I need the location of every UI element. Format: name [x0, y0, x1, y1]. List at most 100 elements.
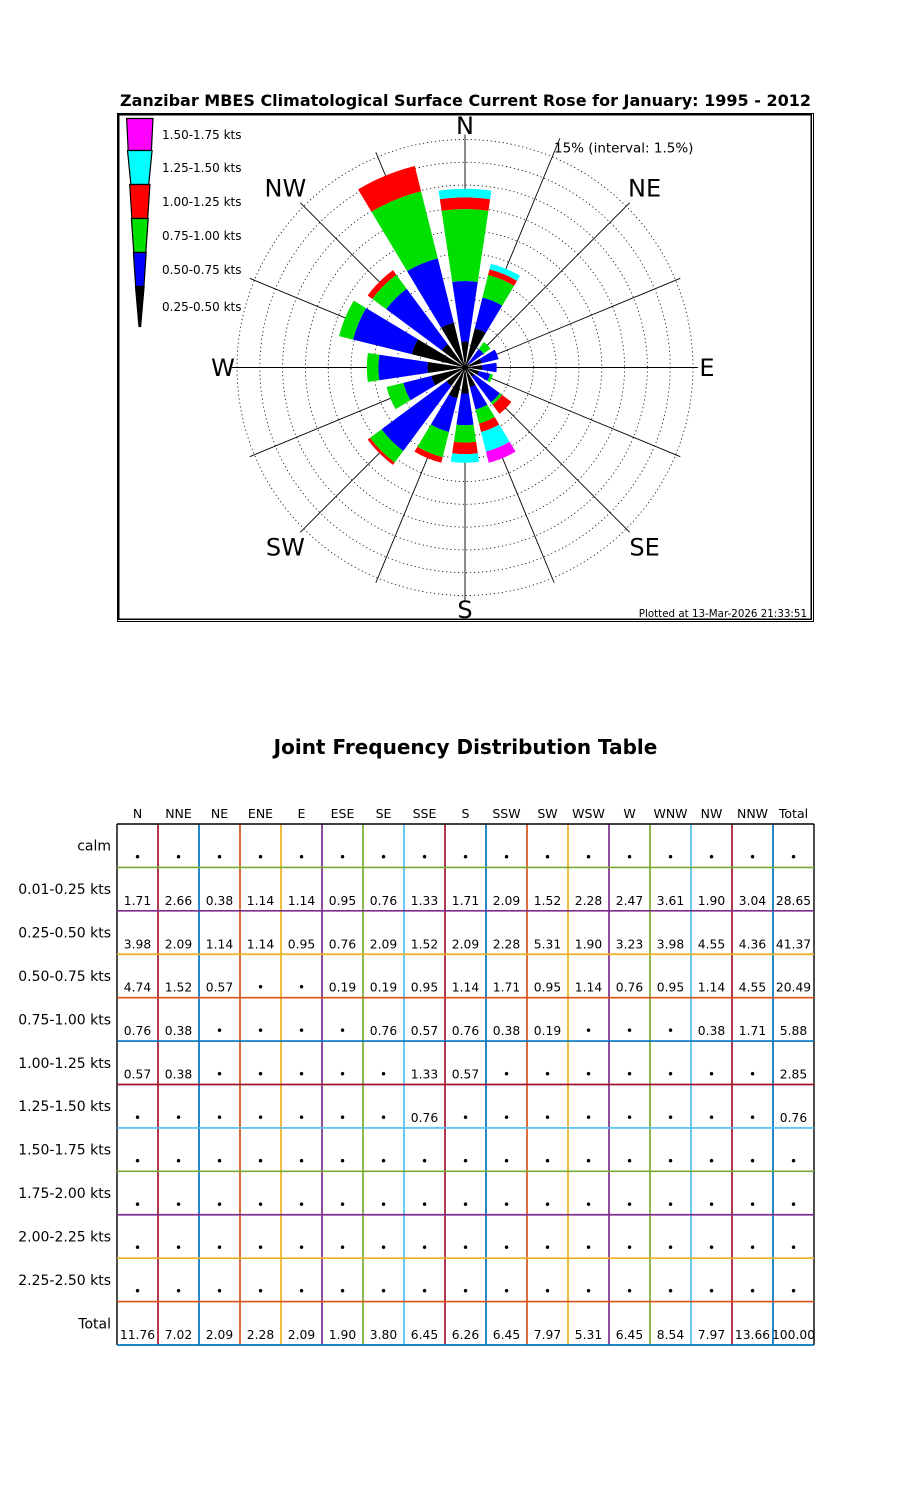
table-cell-empty: •	[134, 1154, 141, 1168]
table-col-header-E: E	[298, 806, 306, 821]
table-cell: 4.55	[698, 937, 725, 951]
table-cell: 6.26	[452, 1328, 480, 1342]
table-col-header-SE: SE	[376, 806, 392, 821]
rose-panel: N NE E SE S SW W NW 1.50-1.75 kts 1.25-1.50 kts 1.…	[117, 113, 814, 622]
table-cell-empty: •	[544, 1285, 551, 1299]
table-cell: 0.76	[329, 937, 357, 951]
table-cell: 1.14	[452, 981, 480, 995]
table-cell-empty: •	[585, 1198, 592, 1212]
table-cell-empty: •	[257, 1198, 264, 1212]
rose-petal-N-0.01-0.25 kts	[461, 341, 469, 368]
table-cell: 7.97	[698, 1328, 725, 1342]
table-cell-empty: •	[257, 850, 264, 864]
table-row-label: 1.75-2.00 kts	[18, 1186, 111, 1202]
rose-petal-NE-0.25-0.50 kts	[468, 348, 484, 365]
table-cell: 0.38	[165, 1024, 192, 1038]
rose-petal-N-0.50-0.75 kts	[441, 208, 489, 282]
jfd-table-figure: N NNE NE ENE E ESE SE SSE S SSW SW WSW W WNW NW NNW Tota…	[18, 806, 815, 1346]
rose-petal-N-0.25-0.50 kts	[452, 281, 478, 342]
table-cell-empty: •	[626, 1111, 633, 1125]
legend-swatch-0.75-1.00 kts	[130, 217, 149, 254]
table-cell-empty: •	[626, 1285, 633, 1299]
rose-petal-S-0.75-1.00 kts	[452, 441, 478, 455]
table-cell: 1.14	[288, 894, 316, 908]
table-cell-empty: •	[626, 1241, 633, 1255]
table-cell-empty: •	[298, 1068, 305, 1082]
rose-petal-N-1.00-1.25 kts	[438, 188, 492, 200]
table-cell-empty: •	[626, 1024, 633, 1038]
table-cell: 1.52	[411, 937, 438, 951]
rose-petal-NW-0.25-0.50 kts	[386, 288, 448, 351]
rose-petal-SSE-0.25-0.50 kts	[469, 384, 488, 410]
compass-label-W: W	[211, 354, 235, 382]
table-cell-empty: •	[503, 850, 510, 864]
rose-petal-N-0.75-1.00 kts	[439, 197, 491, 211]
table-cell-empty: •	[544, 1154, 551, 1168]
rose-petal-NNE-0.50-0.75 kts	[482, 275, 515, 306]
table-cell-empty: •	[216, 1111, 223, 1125]
table-cell: 0.76	[411, 1111, 439, 1125]
table-cell-empty: •	[298, 1024, 305, 1038]
table-cell: 20.49	[776, 981, 811, 995]
table-row-label: Total	[77, 1316, 111, 1332]
table-cell: 1.33	[411, 1068, 438, 1082]
table-row-label: 0.25-0.50 kts	[18, 926, 111, 942]
table-cell-empty: •	[175, 850, 182, 864]
rose-petal-WSW-0.50-0.75 kts	[386, 382, 411, 410]
rose-petal-S-0.01-0.25 kts	[461, 367, 469, 394]
table-cell-empty: •	[380, 1241, 387, 1255]
table-cell: 2.09	[370, 937, 397, 951]
rose-petal-ENE-0.25-0.50 kts	[479, 349, 499, 364]
table-cell: 0.95	[534, 981, 561, 995]
table-cell-empty: •	[380, 1111, 387, 1125]
rose-petal-SSW-0.25-0.50 kts	[430, 394, 458, 432]
rose-petal-SE-0.75-1.00 kts	[492, 394, 512, 414]
table-cell: 0.57	[124, 1068, 151, 1082]
rose-petal-WNW-0.01-0.25 kts	[411, 339, 465, 368]
legend-swatch-0.50-0.75 kts	[132, 251, 147, 288]
table-cell: 0.76	[616, 981, 644, 995]
legend-label: 0.50-0.75 kts	[162, 263, 242, 277]
table-cell: 6.45	[411, 1328, 438, 1342]
table-cell-empty: •	[585, 850, 592, 864]
table-cell-empty: •	[257, 1154, 264, 1168]
table-cell-empty: •	[175, 1111, 182, 1125]
table-cell: 3.61	[657, 894, 684, 908]
table-cell: 0.38	[698, 1024, 725, 1038]
table-cell-empty: •	[544, 1068, 551, 1082]
table-col-header-SSE: SSE	[413, 806, 437, 821]
legend-swatch-1.50-1.75 kts	[125, 117, 154, 152]
rose-petal-SW-0.50-0.75 kts	[369, 429, 404, 463]
table-cell-empty: •	[339, 1068, 346, 1082]
rose-spoke-NE	[464, 202, 631, 368]
table-cell-empty: •	[257, 1024, 264, 1038]
rose-petal-NNW-0.25-0.50 kts	[407, 258, 454, 328]
table-cell: 1.71	[739, 1024, 766, 1038]
legend-swatch-1.00-1.25 kts	[129, 183, 151, 220]
table-cell: 3.80	[370, 1328, 397, 1342]
table-cell-empty: •	[134, 1198, 141, 1212]
rose-petal-SE-0.01-0.25 kts	[465, 367, 475, 377]
rose-petal-WSW-0.01-0.25 kts	[431, 367, 465, 386]
table-cell: 2.09	[493, 894, 520, 908]
table-cell-empty: •	[462, 850, 469, 864]
table-cell-empty: •	[257, 981, 264, 995]
table-cell: 28.65	[776, 894, 811, 908]
table-cell-empty: •	[380, 850, 387, 864]
rose-petal-SSW-0.75-1.00 kts	[414, 446, 443, 463]
table-cell: 1.90	[329, 1328, 356, 1342]
table-cell-empty: •	[339, 1198, 346, 1212]
rose-petal-ESE-0.50-0.75 kts	[487, 373, 494, 383]
compass-label-SW: SW	[266, 534, 305, 562]
table-cell: 5.31	[575, 1328, 602, 1342]
table-cell-empty: •	[298, 1241, 305, 1255]
rose-petal-S-1.00-1.25 kts	[450, 453, 480, 463]
table-col-header-NE: NE	[211, 806, 228, 821]
table-cell-empty: •	[749, 1241, 756, 1255]
table-cell-empty: •	[667, 1024, 674, 1038]
table-row-label: 1.25-1.50 kts	[18, 1099, 111, 1115]
legend-label: 0.25-0.50 kts	[162, 300, 242, 314]
table-cell-empty: •	[749, 1198, 756, 1212]
table-cell-empty: •	[749, 1068, 756, 1082]
table-cell-empty: •	[339, 1111, 346, 1125]
